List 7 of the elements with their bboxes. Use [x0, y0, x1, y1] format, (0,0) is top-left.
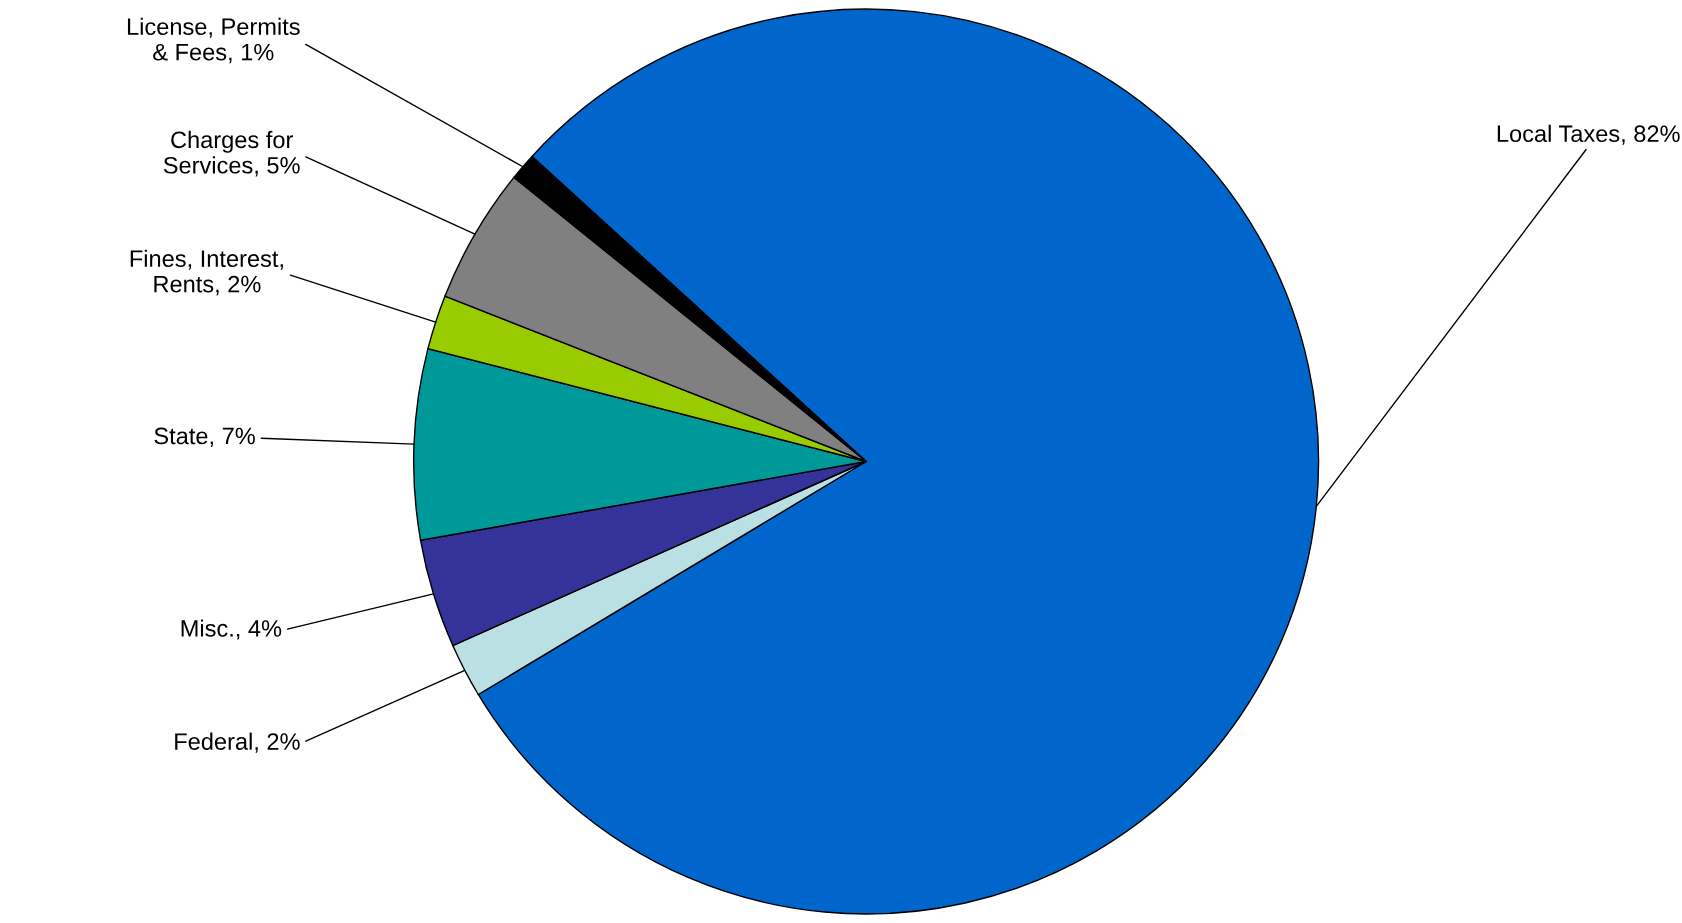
slice-label: Federal, 2% — [175, 732, 300, 753]
slice-label: State, 7% — [154, 427, 255, 448]
slice-label: Local Taxes, 82% — [1497, 124, 1680, 145]
slice-label: License, Permits & Fees, 1% — [127, 17, 300, 64]
slice-label: Misc., 4% — [181, 619, 282, 640]
slice-label: Fines, Interest, Rents, 2% — [130, 249, 283, 296]
slice-label: Charges for Services, 5% — [163, 130, 300, 177]
